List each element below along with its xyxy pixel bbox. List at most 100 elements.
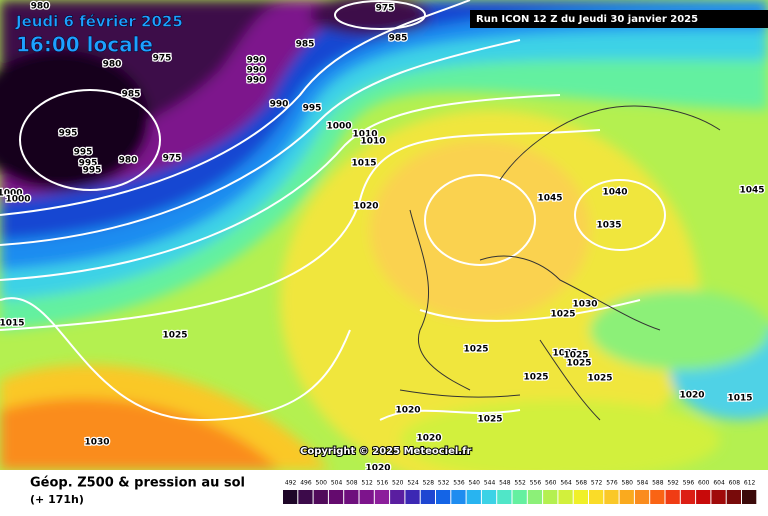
isobar-label: 990 — [247, 66, 266, 76]
isobar-label: 1000 — [0, 189, 23, 199]
scale-cell — [573, 490, 588, 504]
isobar-label: 1045 — [537, 194, 562, 204]
scale-label: 580 — [622, 480, 634, 487]
isobar-label: 1020 — [395, 406, 420, 416]
scale-cell — [466, 490, 481, 504]
isobar-label: 995 — [74, 148, 93, 158]
scale-label: 600 — [698, 480, 710, 487]
isobar-label: 990 — [247, 76, 266, 86]
isobar-label: 1015 — [727, 394, 752, 404]
scale-label: 560 — [545, 480, 557, 487]
isobar-label: 990 — [270, 100, 289, 110]
scale-label: 596 — [683, 480, 695, 487]
scale-label: 568 — [576, 480, 588, 487]
valid-date: Jeudi 6 février 2025 — [15, 13, 183, 31]
isobar-label: 1010 — [352, 130, 377, 140]
isobar-label: 1025 — [162, 331, 187, 341]
scale-label: 552 — [514, 480, 526, 487]
scale-cell — [634, 490, 650, 504]
scale-cell — [742, 490, 757, 504]
scale-label: 544 — [484, 480, 496, 487]
isobar-label: 1000 — [5, 195, 30, 205]
scale-label: 500 — [316, 480, 328, 487]
scale-cell — [680, 490, 696, 504]
scale-cell — [374, 490, 390, 504]
scale-cell — [543, 490, 558, 504]
scale-cell — [359, 490, 374, 504]
isobar-label: 985 — [296, 40, 315, 50]
scale-cell — [451, 490, 466, 504]
scale-cell — [420, 490, 435, 504]
scale-cell — [298, 490, 313, 504]
isobar-label: 1035 — [596, 221, 621, 231]
valid-time: 16:00 locale — [16, 33, 153, 57]
isobar-label: 1015 — [351, 159, 376, 169]
run-bar — [470, 10, 768, 28]
scale-label: 564 — [560, 480, 572, 487]
scale-cell — [328, 490, 344, 504]
isobar-label: 975 — [376, 4, 395, 14]
isobar-label: 995 — [303, 104, 322, 114]
isobar-label: 980 — [103, 60, 122, 70]
isobar-label: 985 — [389, 34, 408, 44]
scale-label: 604 — [713, 480, 725, 487]
scale-label: 532 — [438, 480, 450, 487]
scale-label: 592 — [667, 480, 679, 487]
scale-label: 528 — [423, 480, 435, 487]
scale-label: 516 — [377, 480, 389, 487]
scale-label: 524 — [407, 480, 419, 487]
z500-field — [0, 0, 768, 490]
scale-cell — [650, 490, 665, 504]
isobar-label: 1045 — [739, 186, 764, 196]
scale-label: 520 — [392, 480, 404, 487]
scale-cell — [481, 490, 497, 504]
scale-cell — [527, 490, 543, 504]
scale-cell — [313, 490, 328, 504]
scale-cell — [283, 490, 298, 504]
isobar-label: 1000 — [326, 122, 351, 132]
isobars — [0, 0, 666, 422]
isobar-label: 975 — [153, 54, 172, 64]
scale-label: 556 — [530, 480, 542, 487]
isobar-label: 1025 — [523, 373, 548, 383]
scale-label: 540 — [469, 480, 481, 487]
isobar-label: 980 — [119, 156, 138, 166]
scale-label: 572 — [591, 480, 603, 487]
scale-cell — [711, 490, 726, 504]
isobar-label: 1025 — [550, 310, 575, 320]
scale-label: 496 — [300, 480, 312, 487]
isobar-label: 980 — [31, 2, 50, 12]
isobar-label: 990 — [247, 56, 266, 66]
lead-time: (+ 171h) — [30, 493, 84, 506]
isobar-label: 1020 — [353, 202, 378, 212]
legend-title: Géop. Z500 & pression au sol — [30, 476, 245, 491]
isobar-label: 1020 — [679, 391, 704, 401]
isobar-label: 1025 — [587, 374, 612, 384]
scale-label: 512 — [361, 480, 373, 487]
scale-label: 508 — [346, 480, 358, 487]
scale-cell — [497, 490, 512, 504]
isobar-label: 1030 — [84, 438, 109, 448]
isobar-label: 995 — [83, 166, 102, 176]
scale-cell — [405, 490, 420, 504]
isobar-label: 1025 — [566, 359, 591, 369]
scale-cell — [390, 490, 405, 504]
scale-cell — [665, 490, 680, 504]
scale-label: 584 — [637, 480, 649, 487]
scale-cell — [619, 490, 634, 504]
scale-cell — [344, 490, 359, 504]
color-scale: 492 496 500 504 508 512 516 520 524 528 532 536 540 5… — [283, 480, 757, 504]
run-info: Run ICON 12 Z du Jeudi 30 janvier 2025 — [476, 14, 698, 25]
copyright: Copyright © 2025 Meteociel.fr — [300, 446, 471, 457]
isobar-label: 1010 — [360, 137, 385, 147]
scale-label: 504 — [331, 480, 343, 487]
isobar-label: 995 — [59, 129, 78, 139]
scale-cell — [589, 490, 604, 504]
isobar-label: 1015 — [0, 319, 25, 329]
isobar-label: 1025 — [463, 345, 488, 355]
isobar-label: 1030 — [572, 300, 597, 310]
isobar-label: 1025 — [552, 349, 577, 359]
scale-label: 612 — [744, 480, 756, 487]
